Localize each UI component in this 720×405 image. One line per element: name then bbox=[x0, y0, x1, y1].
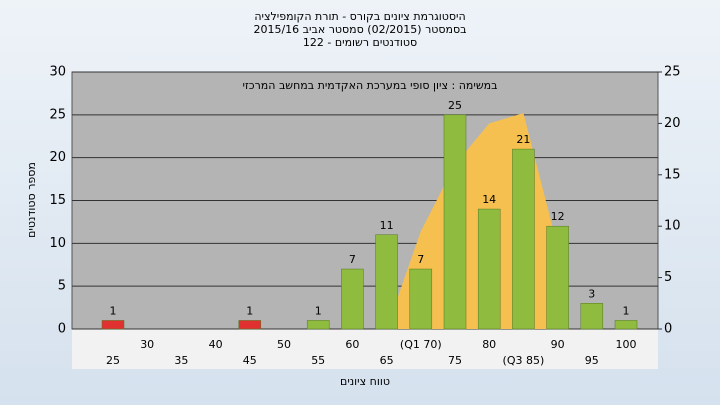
x-tick-label: 90 bbox=[551, 338, 565, 351]
data-label: 7 bbox=[349, 253, 356, 266]
x-tick-label: 55 bbox=[311, 354, 325, 367]
y-tick-label: 0 bbox=[58, 322, 66, 337]
y-tick-label: 30 bbox=[49, 65, 66, 80]
y2-tick-label: 15 bbox=[664, 167, 681, 182]
data-label: 25 bbox=[448, 99, 462, 112]
x-tick-label: 95 bbox=[585, 354, 599, 367]
bar bbox=[409, 268, 433, 330]
bar bbox=[512, 148, 535, 330]
x-tick-label: 40 bbox=[209, 338, 223, 351]
bar bbox=[101, 320, 125, 330]
y-tick-label: 5 bbox=[58, 279, 66, 294]
x-axis-label: טווח ציונים bbox=[340, 375, 390, 388]
x-tick-label: 100 bbox=[616, 338, 637, 351]
x-tick-label: 45 bbox=[243, 354, 257, 367]
data-label: 11 bbox=[380, 219, 394, 232]
bar bbox=[238, 320, 262, 330]
y2-tick-label: 25 bbox=[664, 65, 681, 80]
data-label: 1 bbox=[623, 304, 630, 317]
chart-title: היסטוגרמת ציונים בקורס - תורת הקומפילציה bbox=[254, 10, 465, 23]
x-tick-label: (Q1 70) bbox=[400, 338, 442, 351]
x-tick-label: 65 bbox=[380, 354, 394, 367]
bar bbox=[546, 225, 569, 330]
y-tick-label: 20 bbox=[49, 150, 66, 165]
x-tick-label: 60 bbox=[345, 338, 359, 351]
bar bbox=[443, 114, 467, 330]
bar bbox=[580, 303, 604, 330]
y2-tick-label: 20 bbox=[664, 116, 681, 131]
bar bbox=[341, 268, 364, 330]
data-label: 12 bbox=[551, 210, 565, 223]
y2-tick-label: 0 bbox=[664, 322, 672, 337]
data-label: 21 bbox=[516, 133, 530, 146]
x-axis-band bbox=[72, 329, 658, 369]
x-tick-label: 50 bbox=[277, 338, 291, 351]
y-tick-label: 25 bbox=[49, 107, 66, 122]
bar bbox=[614, 320, 638, 330]
data-label: 3 bbox=[588, 287, 595, 300]
data-label: 1 bbox=[246, 304, 253, 317]
x-tick-label: 35 bbox=[174, 354, 188, 367]
y-tick-label: 10 bbox=[49, 236, 66, 251]
x-tick-label: 30 bbox=[140, 338, 154, 351]
x-tick-label: 75 bbox=[448, 354, 462, 367]
y2-tick-label: 10 bbox=[664, 219, 681, 234]
chart-subtitle: במשימה : ציון סופי במערכת האקדמית במחשב … bbox=[243, 79, 498, 92]
bar bbox=[306, 320, 330, 330]
data-label: 1 bbox=[315, 304, 322, 317]
data-label: 14 bbox=[482, 193, 496, 206]
x-tick-label: 80 bbox=[482, 338, 496, 351]
bar bbox=[477, 208, 501, 330]
data-label: 7 bbox=[417, 253, 424, 266]
x-tick-label: (Q3 85) bbox=[503, 354, 545, 367]
y-tick-label: 15 bbox=[49, 193, 66, 208]
y2-tick-label: 5 bbox=[664, 270, 672, 285]
chart-title: בסמסטר (02/2015) סמסטר אביב 2015/16 bbox=[253, 23, 466, 36]
bar bbox=[375, 234, 398, 330]
data-label: 1 bbox=[110, 304, 117, 317]
chart-title: סטודנטים רשומים - 122 bbox=[303, 36, 417, 49]
y-axis-label: מספר סטודנטים bbox=[25, 162, 38, 238]
x-tick-label: 25 bbox=[106, 354, 120, 367]
